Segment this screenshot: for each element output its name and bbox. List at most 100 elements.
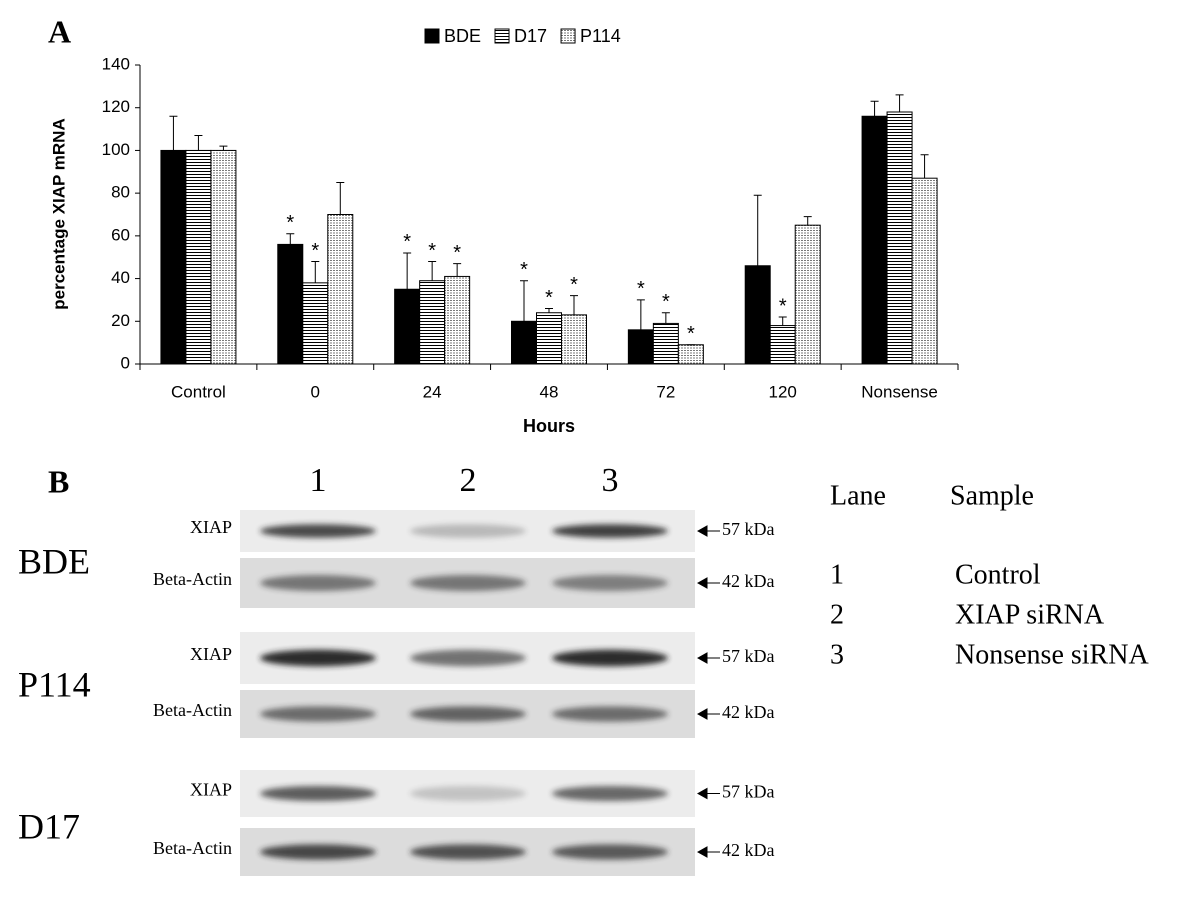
error-bar [636,299,645,330]
sample-name: D17 [18,806,80,846]
blot-band [552,524,668,538]
bar [327,214,354,365]
y-tick-label: 80 [111,183,130,202]
error-bar [803,216,812,226]
blot-band [552,649,668,667]
legend-label: D17 [514,26,547,46]
error-bar [570,295,578,315]
lane-number: 1 [310,462,327,499]
x-tick-label: 48 [540,382,559,401]
error-bar [286,233,295,245]
key-cell: 3 [830,639,844,670]
error-bar [520,280,528,322]
key-cell: Nonsense siRNA [955,639,1149,670]
bar [394,288,421,365]
x-axis-label: Hours [523,416,575,436]
blot-band [410,524,526,538]
blot-band [552,575,668,591]
panel-label: B [48,463,69,499]
blot-label: XIAP [190,517,232,537]
legend-label: P114 [580,26,621,46]
bar [861,115,888,365]
significance-marker: * [403,231,411,253]
bar [210,149,237,365]
bar [536,312,562,365]
key-header: Sample [950,480,1034,511]
blot-band [260,524,376,538]
significance-marker: * [428,240,436,262]
arrow [696,525,720,537]
error-bar [661,312,670,324]
blot-band [260,575,376,591]
y-tick-label: 100 [102,140,130,159]
bar [769,325,796,365]
significance-marker: * [453,242,461,264]
legend-swatch [424,28,440,44]
molecular-weight: 57 kDa [722,782,775,802]
blot-band [260,785,376,802]
key-cell: XIAP siRNA [955,599,1105,630]
y-tick-label: 40 [111,268,130,287]
x-tick-label: 72 [656,382,675,401]
molecular-weight: 57 kDa [722,646,775,666]
error-bar [194,134,203,151]
significance-marker: * [779,295,787,317]
blot-band [552,844,668,860]
bar [511,320,537,365]
significance-marker: * [570,274,578,296]
molecular-weight: 42 kDa [722,571,775,591]
blot-band [410,844,526,860]
blot-band [410,649,526,667]
y-tick-label: 0 [121,353,130,372]
molecular-weight: 42 kDa [722,702,775,722]
error-bar [428,260,437,281]
key-header: Lane [830,480,886,511]
blot-label: Beta-Actin [153,838,232,858]
panel-label: A [48,13,71,49]
significance-marker: * [311,240,319,262]
blot-band [260,844,376,860]
x-tick-label: 120 [769,382,797,401]
x-tick-label: Control [171,382,226,401]
blot-band [410,785,526,802]
y-tick-label: 60 [111,225,130,244]
error-bar [895,94,904,112]
key-cell: 2 [830,599,844,630]
blot-band [552,785,668,802]
bar [561,314,587,365]
error-bar [753,194,762,266]
bar [627,329,654,365]
bar [886,111,913,365]
error-bar [169,115,178,151]
legend-label: BDE [444,26,481,46]
bar [652,322,679,365]
blot-label: XIAP [190,644,232,664]
y-tick-label: 20 [111,311,130,330]
sample-name: P114 [18,664,91,704]
blot-band [410,706,526,722]
bar [160,149,187,365]
bar [185,149,212,365]
lane-number: 2 [460,462,477,499]
molecular-weight: 57 kDa [722,519,775,539]
key-cell: Control [955,559,1041,590]
molecular-weight: 42 kDa [722,840,775,860]
blot-label: XIAP [190,780,232,800]
bar [277,243,304,365]
significance-marker: * [637,278,645,300]
sample-name: BDE [18,541,90,581]
significance-marker: * [520,259,528,281]
bar [744,265,771,365]
blot-band [410,575,526,591]
bar [794,224,821,365]
x-tick-label: 24 [423,382,442,401]
significance-marker: * [545,287,553,309]
arrow [696,846,720,858]
x-tick-label: 0 [311,382,320,401]
blot-label: Beta-Actin [153,569,232,589]
blot-label: Beta-Actin [153,700,232,720]
lane-number: 3 [602,462,619,499]
significance-marker: * [286,212,294,234]
